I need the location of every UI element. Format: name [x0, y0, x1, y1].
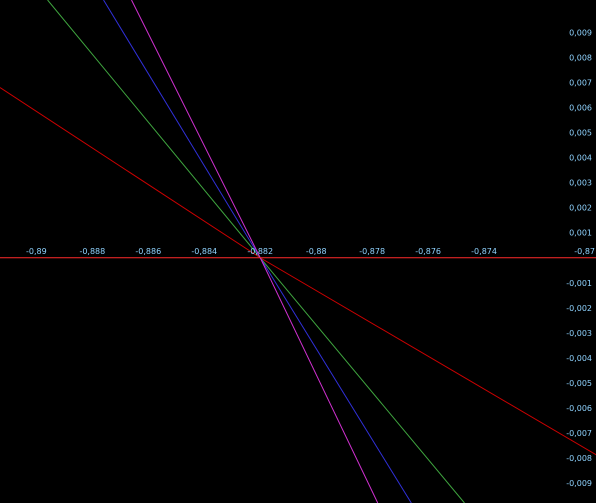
- y-tick-label: -0,003: [566, 329, 592, 338]
- y-tick-label: 0,009: [569, 29, 592, 38]
- y-tick-label: -0,004: [566, 354, 592, 363]
- y-tick-label: -0,002: [566, 304, 592, 313]
- y-tick-label: 0,002: [569, 204, 592, 213]
- y-tick-label: 0,001: [569, 229, 592, 238]
- y-tick-label: -0,009: [566, 479, 592, 488]
- x-tick-label: -0,882: [247, 247, 273, 256]
- x-tick-label: -0,878: [359, 247, 385, 256]
- y-tick-label: 0,003: [569, 179, 592, 188]
- x-tick-label: -0,876: [415, 247, 441, 256]
- y-tick-label: -0,006: [566, 404, 592, 413]
- x-tick-label: -0,874: [471, 247, 497, 256]
- y-tick-label: 0,007: [569, 79, 592, 88]
- x-tick-label: -0,884: [191, 247, 217, 256]
- y-tick-label: 0,004: [569, 154, 592, 163]
- y-tick-label: -0,008: [566, 454, 592, 463]
- x-tick-label: -0,87: [574, 247, 595, 256]
- y-tick-label: 0,006: [569, 104, 592, 113]
- x-tick-label: -0,888: [79, 247, 105, 256]
- x-tick-label: -0,88: [306, 247, 327, 256]
- y-tick-label: -0,007: [566, 429, 592, 438]
- x-tick-label: -0,89: [26, 247, 47, 256]
- y-tick-label: -0,001: [566, 279, 592, 288]
- tick-label-layer: -0,89 -0,888 -0,886 -0,884 -0,882 -0,88 -0,878…: [26, 29, 595, 488]
- y-tick-label: 0,005: [569, 129, 592, 138]
- y-tick-label: -0,005: [566, 379, 592, 388]
- y-tick-label: 0,008: [569, 54, 592, 63]
- x-tick-label: -0,886: [135, 247, 161, 256]
